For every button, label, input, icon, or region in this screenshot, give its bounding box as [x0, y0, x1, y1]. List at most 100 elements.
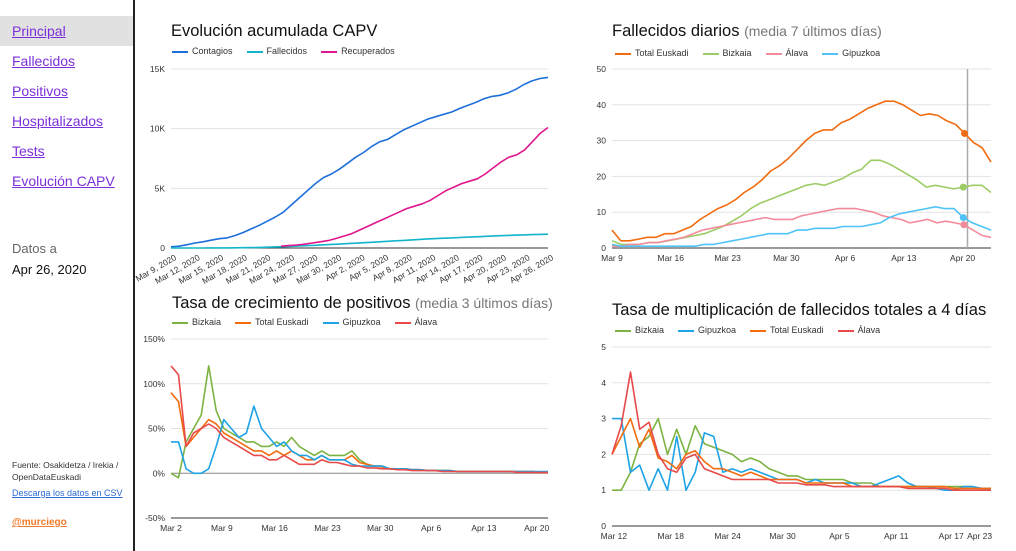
legend-swatch: [615, 329, 631, 332]
x-tick-label: Apr 17: [939, 531, 964, 541]
x-tick-label: Mar 18: [658, 531, 685, 541]
legend-label: Bizkaia: [635, 325, 665, 335]
series-line: [280, 126, 549, 247]
legend-item: Bizkaia: [615, 325, 664, 335]
y-tick-label: 0: [160, 243, 165, 253]
y-tick-label: 50: [597, 64, 607, 74]
data-date-value: Apr 26, 2020: [12, 262, 87, 277]
chart-title-text: Evolución acumulada CAPV: [171, 22, 378, 40]
chart-title: Tasa de multiplicación de fallecidos tot…: [612, 301, 986, 320]
x-tick-label: Apr 13: [891, 253, 916, 263]
legend-swatch: [678, 329, 695, 332]
legend-label: Gipuzkoa: [342, 317, 381, 327]
chart-subtitle: (media 3 últimos días): [415, 295, 553, 311]
chart-title-text: Tasa de multiplicación de fallecidos tot…: [612, 301, 987, 319]
nav-item-fallecidos[interactable]: Fallecidos: [12, 53, 76, 69]
legend-label: Total Euskadi: [770, 325, 824, 335]
series-line: [611, 100, 992, 242]
legend-item: Bizkaia: [172, 317, 221, 327]
legend-label: Bizkaia: [722, 48, 752, 58]
y-tick-label: 5: [601, 342, 606, 352]
y-tick-label: 2: [601, 449, 606, 459]
x-tick-label: Apr 6: [835, 253, 856, 263]
x-tick-label: Apr 13: [471, 523, 496, 533]
legend-label: Bizkaia: [192, 317, 222, 327]
legend-label: Álava: [857, 325, 881, 335]
series-line: [612, 207, 992, 247]
legend-item: Gipuzkoa: [678, 325, 736, 335]
legend-item: Fallecidos: [246, 46, 308, 56]
legend-label: Recuperados: [341, 46, 395, 56]
legend-item: Total Euskadi: [750, 325, 824, 335]
chart-title: Fallecidos diarios (media 7 últimos días…: [612, 22, 882, 41]
x-tick-label: Apr 6: [421, 523, 442, 533]
data-date-label: Datos a: [12, 241, 57, 256]
legend-swatch: [322, 321, 339, 324]
legend-label: Gipuzkoa: [698, 325, 737, 335]
nav-item-evolucion-capv[interactable]: Evolución CAPV: [12, 173, 115, 189]
y-tick-label: 20: [597, 171, 607, 181]
x-tick-label: Mar 16: [261, 523, 288, 533]
legend-swatch: [172, 321, 188, 324]
chart-legend: Bizkaia Gipuzkoa Total Euskadi Álava: [615, 325, 894, 335]
legend-item: Bizkaia: [702, 48, 752, 58]
y-tick-label: 30: [597, 136, 607, 146]
y-tick-label: -50%: [145, 513, 165, 523]
legend-item: Álava: [394, 317, 437, 327]
y-tick-label: 3: [601, 414, 606, 424]
legend-label: Fallecidos: [266, 46, 308, 56]
legend-item: Contagios: [172, 46, 233, 56]
series-line: [611, 371, 991, 491]
y-tick-label: 15K: [150, 64, 165, 74]
legend-swatch: [837, 329, 854, 332]
y-tick-label: 40: [597, 100, 607, 110]
x-tick-label: Mar 30: [773, 253, 800, 263]
x-tick-label: Mar 24: [714, 531, 741, 541]
chart-legend: Contagios Fallecidos Recuperados: [172, 46, 409, 56]
legend-swatch: [235, 321, 252, 324]
legend-swatch: [702, 52, 719, 55]
y-tick-label: 50%: [148, 424, 165, 434]
nav-item-positivos[interactable]: Positivos: [12, 83, 69, 99]
legend-label: Total Euskadi: [635, 48, 689, 58]
x-tick-label: Mar 9: [211, 523, 233, 533]
y-tick-label: 150%: [143, 334, 165, 344]
legend-swatch: [822, 52, 839, 55]
x-tick-label: Mar 2: [160, 523, 182, 533]
sidebar-divider: [133, 0, 135, 551]
y-tick-label: 0: [601, 521, 606, 531]
x-tick-label: Apr 11: [884, 531, 909, 541]
legend-item: Recuperados: [321, 46, 395, 56]
author-handle-link[interactable]: @murciego: [12, 517, 67, 528]
y-tick-label: 0: [601, 243, 606, 253]
legend-item: Álava: [765, 48, 809, 58]
x-tick-label: Mar 23: [714, 253, 741, 263]
x-tick-label: Apr 20: [524, 523, 549, 533]
nav-item-hospitalizados[interactable]: Hospitalizados: [12, 113, 104, 129]
nav-item-tests[interactable]: Tests: [12, 143, 45, 159]
y-tick-label: 10: [597, 207, 607, 217]
nav-item-principal[interactable]: Principal: [0, 16, 133, 46]
series-line: [170, 365, 548, 474]
y-tick-label: 5K: [155, 183, 166, 193]
legend-label: Álava: [785, 48, 809, 58]
chart-title: Evolución acumulada CAPV: [171, 22, 377, 41]
download-csv-link[interactable]: Descarga los datos en CSV: [12, 488, 123, 498]
y-tick-label: 1: [601, 485, 606, 495]
series-line: [171, 233, 549, 249]
x-tick-label: Mar 30: [769, 531, 796, 541]
y-tick-label: 4: [601, 378, 606, 388]
chart-subtitle: (media 7 últimos días): [744, 23, 882, 39]
x-tick-label: Apr 23: [967, 531, 992, 541]
legend-item: Gipuzkoa: [322, 317, 381, 327]
chart-title: Tasa de crecimiento de positivos (media …: [172, 294, 553, 313]
legend-swatch: [246, 50, 263, 53]
source-text: Fuente: Osakidetza / Irekia / OpenDataEu…: [12, 460, 119, 482]
chart-title-text: Fallecidos diarios: [612, 22, 740, 40]
chart-legend: Total Euskadi Bizkaia Álava Gipuzkoa: [615, 48, 894, 58]
legend-swatch: [321, 50, 338, 53]
